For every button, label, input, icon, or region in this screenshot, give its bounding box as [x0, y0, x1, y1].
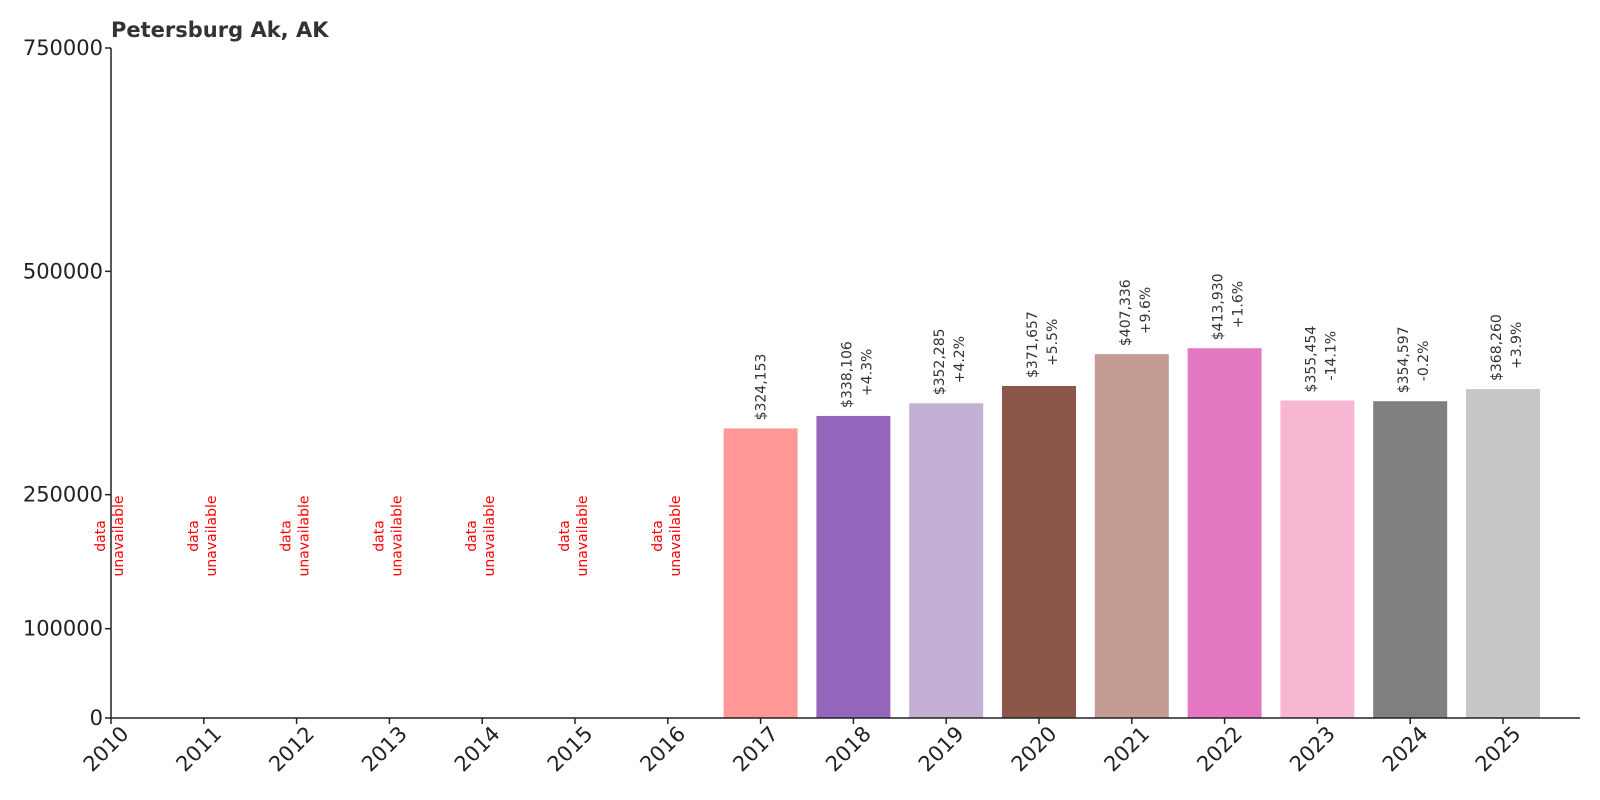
bar-value-label: $338,106 [839, 341, 855, 408]
bar [1002, 385, 1076, 718]
x-tick-label: 2022 [1192, 722, 1247, 777]
bar [1094, 354, 1169, 718]
bar-change-label: +4.3% [859, 349, 875, 396]
bar [1280, 400, 1355, 718]
bar [1466, 389, 1540, 718]
bar-value-label: $407,336 [1118, 279, 1134, 346]
x-tick-label: 2012 [264, 722, 319, 777]
bar-change-label: -0.2% [1416, 341, 1432, 382]
x-tick-label: 2016 [635, 722, 690, 777]
data-unavailable-label: data unavailable [650, 496, 684, 577]
x-tick-label: 2011 [171, 722, 226, 777]
data-unavailable-label: data unavailable [464, 496, 498, 577]
bar [723, 428, 798, 718]
y-tick-label: 750000 [23, 36, 103, 60]
x-tick-label: 2014 [450, 722, 505, 777]
x-tick-label: 2015 [543, 722, 598, 777]
x-tick-label: 2025 [1471, 722, 1526, 777]
bar-value-label: $368,260 [1489, 314, 1505, 381]
bar [1373, 401, 1448, 718]
data-unavailable-label: data unavailable [557, 496, 591, 577]
bar [909, 403, 984, 718]
bar-change-label: +3.9% [1509, 322, 1525, 369]
bar-value-label: $324,153 [754, 354, 770, 421]
chart-title: Petersburg Ak, AK [111, 18, 329, 42]
x-tick-label: 2021 [1099, 722, 1154, 777]
bar-value-label: $355,454 [1303, 326, 1319, 393]
bar-change-label: +9.6% [1138, 287, 1154, 334]
x-tick-label: 2020 [1007, 722, 1062, 777]
y-axis-ticks: 0 100000 250000 500000 750000 [23, 36, 111, 730]
chart-marks: data unavailable data unavailable data unavai… [93, 273, 1540, 718]
bar-value-label: $413,930 [1211, 273, 1227, 340]
y-tick-label: 500000 [23, 259, 103, 283]
y-tick-label: 0 [90, 706, 103, 730]
data-unavailable-label: data unavailable [186, 496, 220, 577]
bar-value-label: $354,597 [1396, 326, 1412, 393]
y-tick-label: 250000 [23, 483, 103, 507]
x-tick-label: 2013 [357, 722, 412, 777]
bar-change-label: +4.2% [952, 336, 968, 383]
data-unavailable-label: data unavailable [371, 496, 405, 577]
x-tick-label: 2019 [914, 722, 969, 777]
bar-value-label: $371,657 [1025, 311, 1041, 378]
bar-change-label: -14.1% [1323, 331, 1339, 381]
x-tick-label: 2024 [1378, 722, 1433, 777]
x-tick-label: 2017 [728, 722, 783, 777]
y-tick-label: 100000 [23, 617, 103, 641]
data-unavailable-label: data unavailable [279, 496, 313, 577]
x-tick-label: 2010 [79, 722, 134, 777]
x-tick-label: 2023 [1285, 722, 1340, 777]
data-unavailable-label: data unavailable [93, 496, 127, 577]
bar [816, 415, 891, 718]
bar-change-label: +5.5% [1045, 319, 1061, 366]
bar [1187, 348, 1262, 718]
bar-value-label: $352,285 [932, 328, 948, 395]
bar-change-label: +1.6% [1231, 281, 1247, 328]
x-tick-label: 2018 [821, 722, 876, 777]
x-axis-ticks: 2010 2011 2012 2013 2014 2015 2016 2017 2018 2019… [79, 718, 1526, 777]
